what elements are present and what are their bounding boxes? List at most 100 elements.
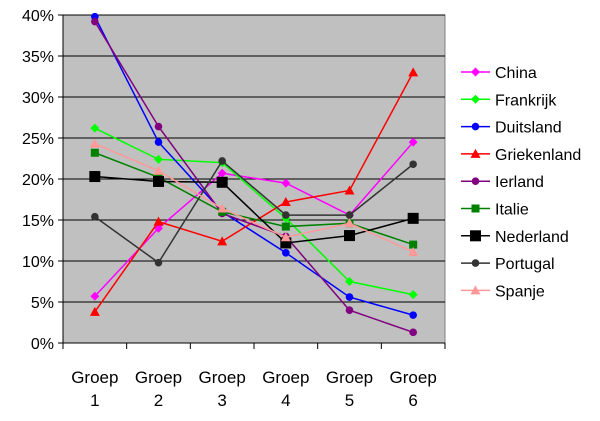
data-point-spanje (280, 232, 291, 242)
legend-label-frankrijk: Frankrijk (495, 92, 557, 109)
series-china (90, 137, 418, 301)
data-point-china (217, 168, 227, 178)
series-line-frankrijk (94, 127, 414, 296)
series-line-spanje (94, 143, 414, 253)
series-line-duitsland (94, 16, 414, 316)
legend-item-frankrijk: Frankrijk (461, 92, 557, 109)
data-point-griekenland (280, 196, 291, 206)
series-line-ierland (94, 21, 414, 334)
y-tick-label: 35% (22, 49, 54, 66)
data-point-spanje (344, 218, 355, 228)
data-point-griekenland (153, 216, 164, 226)
data-point-griekenland (408, 67, 419, 77)
series-lines (89, 12, 419, 337)
legend-label-nederland: Nederland (495, 229, 569, 246)
y-tick-label: 40% (22, 8, 54, 25)
data-point-spanje (89, 138, 100, 148)
series-line-griekenland (94, 72, 414, 313)
x-tick-label: Groep 2 (135, 368, 182, 410)
legend-marker-frankrijk (471, 94, 480, 104)
legend-item-griekenland: Griekenland (461, 147, 581, 164)
y-tick-label: 15% (22, 213, 54, 230)
data-point-griekenland (89, 306, 100, 316)
legend-marker-nederland (470, 230, 481, 242)
legend: China Frankrijk Duitsland Griekenland Ierlan… (461, 65, 581, 300)
data-point-portugal (154, 258, 163, 267)
data-point-spanje (217, 203, 228, 213)
data-point-duitsland (282, 249, 290, 257)
data-point-spanje (153, 165, 164, 175)
series-line-china (94, 141, 414, 297)
x-tick-label: Groep 6 (390, 368, 437, 410)
data-point-frankrijk (90, 123, 100, 133)
legend-marker-portugal (471, 259, 480, 267)
legend-item-duitsland: Duitsland (461, 120, 562, 137)
data-point-duitsland (409, 311, 417, 319)
series-line-nederland (94, 175, 414, 244)
data-point-spanje (408, 246, 419, 256)
legend-item-china: China (461, 65, 537, 82)
axes: 0% 5% 10% 15% 20% 25% 30% 35% 40% Groep 1 Groep 2 Gro… (22, 8, 446, 410)
legend-label-italie: Italie (495, 202, 529, 219)
data-point-china (281, 178, 291, 188)
legend-label-ierland: Ierland (495, 174, 544, 191)
legend-item-nederland: Nederland (461, 229, 569, 246)
data-point-duitsland (154, 138, 163, 146)
legend-label-spanje: Spanje (495, 283, 545, 300)
data-point-italie (409, 240, 418, 249)
legend-marker-griekenland (470, 148, 481, 158)
y-tick-label: 10% (22, 254, 54, 271)
data-point-italie (281, 222, 290, 231)
legend-label-china: China (495, 65, 537, 82)
data-point-ierland (409, 328, 417, 337)
data-point-nederland (89, 171, 101, 183)
data-point-nederland (344, 230, 355, 242)
data-point-frankrijk (345, 277, 354, 286)
data-point-portugal (218, 157, 226, 165)
series-line-italie (94, 152, 414, 246)
y-tick-label: 20% (22, 172, 54, 189)
series-portugal (91, 157, 417, 267)
legend-marker-spanje (470, 285, 481, 295)
data-point-griekenland (217, 236, 228, 246)
data-point-nederland (153, 175, 164, 187)
legend-item-ierland: Ierland (461, 174, 544, 191)
data-point-nederland (216, 176, 228, 188)
data-point-nederland (280, 237, 292, 249)
series-griekenland (89, 67, 419, 316)
data-point-frankrijk (154, 154, 163, 164)
legend-marker-china (471, 67, 480, 77)
x-tick-label: Groep 1 (71, 368, 118, 410)
y-tick-label: 30% (22, 90, 54, 107)
legend-marker-duitsland (471, 122, 480, 131)
legend-label-portugal: Portugal (495, 256, 555, 273)
x-tick-label: Groep 4 (262, 368, 309, 410)
legend-item-italie: Italie (461, 202, 529, 219)
y-tick-label: 25% (22, 131, 54, 148)
y-tick-label: 5% (31, 295, 54, 312)
data-point-ierland (154, 122, 163, 131)
data-point-china (408, 137, 418, 147)
legend-item-spanje: Spanje (461, 283, 545, 300)
legend-marker-italie (471, 204, 480, 213)
data-point-china (90, 291, 100, 301)
x-tick-label: Groep 3 (199, 368, 246, 410)
data-point-frankrijk (408, 290, 418, 300)
data-point-italie (90, 148, 99, 157)
legend-label-griekenland: Griekenland (495, 147, 581, 164)
y-tick-label: 0% (31, 336, 54, 353)
series-nederland (89, 171, 419, 249)
data-point-duitsland (345, 293, 354, 301)
legend-item-portugal: Portugal (461, 256, 555, 273)
data-point-portugal (282, 211, 290, 219)
data-point-ierland (345, 306, 354, 315)
data-point-portugal (409, 160, 417, 169)
series-spanje (89, 138, 419, 256)
legend-marker-ierland (471, 177, 480, 185)
data-point-griekenland (344, 185, 355, 195)
series-line-portugal (94, 159, 414, 264)
legend-label-duitsland: Duitsland (495, 120, 562, 137)
data-point-portugal (91, 212, 99, 221)
